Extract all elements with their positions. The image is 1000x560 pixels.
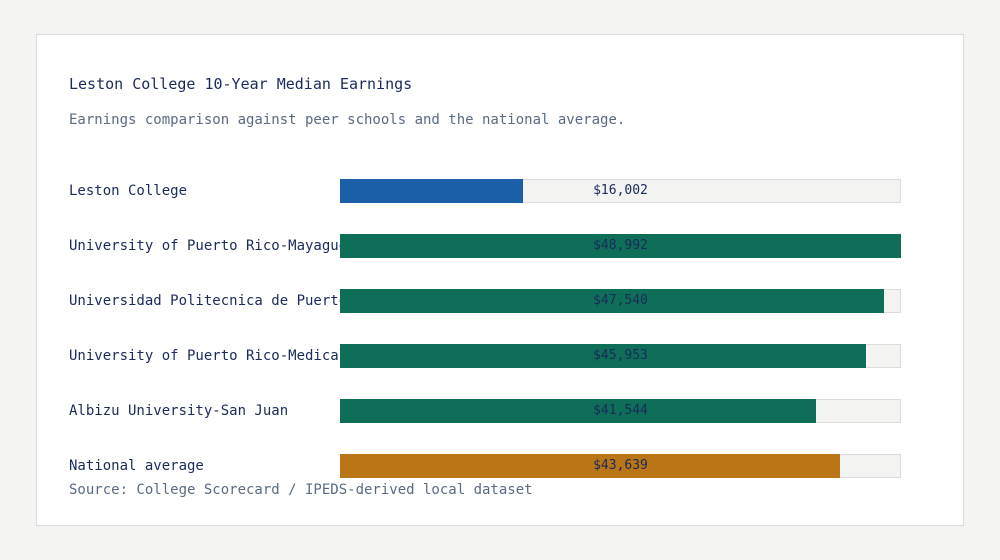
bar-label: Universidad Politecnica de Puerto Rico <box>69 293 340 309</box>
bar-value-label: $48,992 <box>593 238 648 253</box>
bar-track: $48,992 <box>340 234 901 258</box>
bar-label: University of Puerto Rico-Medical Scienc… <box>69 348 340 364</box>
bar-value-label: $43,639 <box>593 458 648 473</box>
bar-track: $16,002 <box>340 179 901 203</box>
bar-label: University of Puerto Rico-Mayaguez <box>69 238 340 254</box>
chart-source: Source: College Scorecard / IPEDS-derive… <box>69 482 533 498</box>
bar-value-label: $16,002 <box>593 183 648 198</box>
chart-title: Leston College 10-Year Median Earnings <box>69 75 413 93</box>
chart-subtitle: Earnings comparison against peer schools… <box>69 112 626 128</box>
bar <box>340 289 884 313</box>
bar-value-label: $47,540 <box>593 293 648 308</box>
bar <box>340 234 901 258</box>
bar-value-label: $41,544 <box>593 403 648 418</box>
bar <box>340 179 523 203</box>
bar <box>340 344 866 368</box>
bar-track: $47,540 <box>340 289 901 313</box>
bar-track: $45,953 <box>340 344 901 368</box>
bar-label: Albizu University-San Juan <box>69 403 289 419</box>
bar-track: $43,639 <box>340 454 901 478</box>
bar <box>340 454 840 478</box>
chart-card: Leston College 10-Year Median Earnings E… <box>36 34 964 526</box>
bar <box>340 399 816 423</box>
bar-label: Leston College <box>69 183 188 199</box>
bar-track: $41,544 <box>340 399 901 423</box>
bar-label: National average <box>69 458 204 474</box>
bar-value-label: $45,953 <box>593 348 648 363</box>
